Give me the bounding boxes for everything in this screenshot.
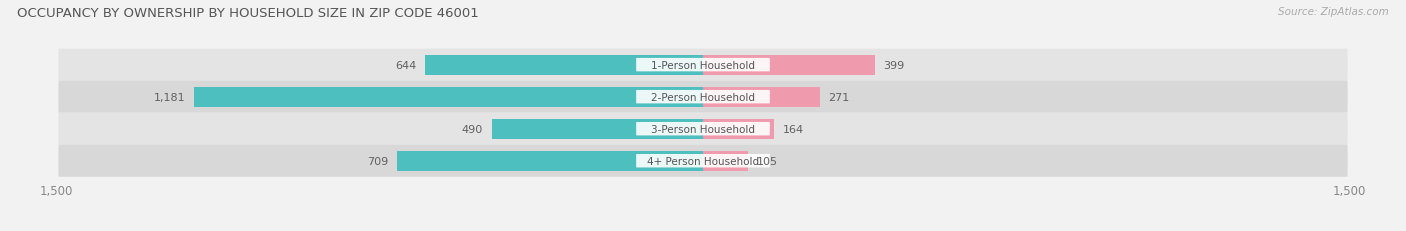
FancyBboxPatch shape <box>59 49 1347 81</box>
Bar <box>426 55 703 75</box>
Text: 4+ Person Household: 4+ Person Household <box>647 156 759 166</box>
Text: OCCUPANCY BY OWNERSHIP BY HOUSEHOLD SIZE IN ZIP CODE 46001: OCCUPANCY BY OWNERSHIP BY HOUSEHOLD SIZE… <box>17 7 478 20</box>
Bar <box>703 87 820 107</box>
FancyBboxPatch shape <box>636 154 770 168</box>
FancyBboxPatch shape <box>636 59 770 72</box>
Bar <box>492 119 703 139</box>
FancyBboxPatch shape <box>59 145 1347 177</box>
Text: 490: 490 <box>461 124 484 134</box>
FancyBboxPatch shape <box>636 122 770 136</box>
Bar <box>703 55 875 75</box>
Bar <box>703 119 773 139</box>
Bar <box>703 151 748 171</box>
Text: 3-Person Household: 3-Person Household <box>651 124 755 134</box>
Text: Source: ZipAtlas.com: Source: ZipAtlas.com <box>1278 7 1389 17</box>
Text: 1,181: 1,181 <box>153 92 186 102</box>
Text: 709: 709 <box>367 156 388 166</box>
Text: 399: 399 <box>883 60 905 70</box>
FancyBboxPatch shape <box>59 113 1347 145</box>
Text: 164: 164 <box>782 124 803 134</box>
FancyBboxPatch shape <box>59 81 1347 113</box>
Bar <box>398 151 703 171</box>
Text: 644: 644 <box>395 60 416 70</box>
Legend: Owner-occupied, Renter-occupied: Owner-occupied, Renter-occupied <box>579 230 827 231</box>
Bar <box>194 87 703 107</box>
Text: 105: 105 <box>756 156 778 166</box>
Text: 2-Person Household: 2-Person Household <box>651 92 755 102</box>
Text: 271: 271 <box>828 92 849 102</box>
Text: 1-Person Household: 1-Person Household <box>651 60 755 70</box>
FancyBboxPatch shape <box>636 91 770 104</box>
